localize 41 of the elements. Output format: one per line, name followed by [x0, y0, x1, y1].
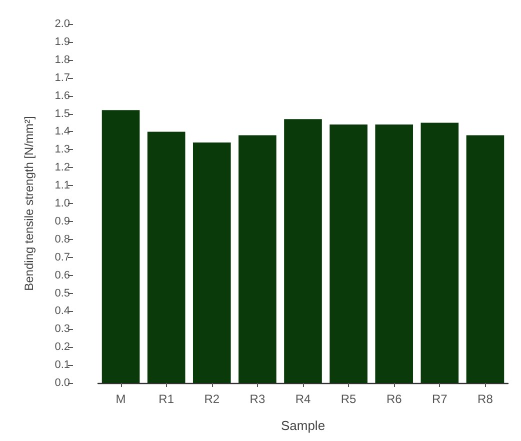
y-tick-label: 1.2: [54, 162, 70, 174]
y-tick-label: 1.8: [54, 54, 70, 66]
y-tick-label: 1.4: [54, 126, 70, 138]
x-tick-label: R3: [250, 392, 266, 406]
y-tick-label: 0.3: [54, 323, 70, 336]
bar: [192, 142, 231, 383]
y-tick-label: 1.7: [54, 72, 70, 84]
x-tick-label: R1: [158, 392, 174, 406]
y-tick-label: 1.3: [54, 144, 70, 156]
bar: [284, 119, 322, 383]
x-axis-title: Sample: [280, 418, 326, 433]
bar: [330, 124, 368, 383]
bar: [102, 110, 140, 383]
x-tick-label: R2: [204, 392, 220, 406]
y-tick-label: 0.5: [54, 287, 70, 300]
y-tick-label: 0.7: [54, 251, 70, 264]
y-tick-label: 1.6: [54, 90, 70, 102]
x-tick-label: M: [116, 392, 126, 406]
y-tick-label: 0.0: [54, 377, 70, 389]
bar: [420, 122, 459, 383]
y-tick-label: 0.8: [54, 233, 70, 246]
y-tick-label: 0.2: [54, 341, 70, 354]
y-tick-label: 0.1: [54, 359, 70, 372]
y-tick-label: 1.9: [54, 36, 70, 48]
x-tick-label: R4: [295, 392, 311, 406]
bar: [147, 132, 186, 383]
y-tick-label: 0.6: [54, 269, 70, 282]
x-tick-label: R7: [432, 392, 448, 406]
x-tick-label: R8: [478, 392, 494, 406]
y-tick-label: 1.5: [54, 108, 70, 120]
y-tick-label: 2.0: [54, 18, 70, 30]
y-tick-label: 1.1: [54, 180, 70, 192]
y-tick-label: 0.9: [54, 215, 70, 228]
y-axis-title: Bending tensile strength [N/mm²]: [22, 116, 36, 291]
x-tick-label: R6: [386, 392, 402, 406]
bar: [466, 135, 504, 383]
x-tick-label: R5: [340, 392, 357, 406]
bar: [375, 124, 414, 383]
y-tick-label: 0.4: [54, 305, 70, 318]
bar: [238, 135, 276, 383]
y-tick-label: 1.0: [54, 198, 70, 210]
